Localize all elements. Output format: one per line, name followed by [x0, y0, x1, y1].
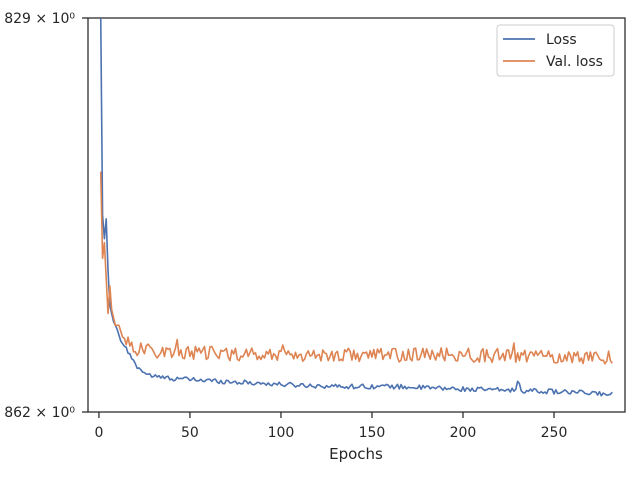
- legend: Loss Val. loss: [496, 24, 615, 77]
- x-axis-label: Epochs: [329, 445, 383, 463]
- x-tick-label: 200: [450, 425, 477, 441]
- x-tick-label: 150: [359, 425, 386, 441]
- y-tick-label: 829 × 10⁰: [4, 11, 75, 27]
- plot-area: [87, 17, 626, 413]
- series-line-val-loss: [99, 171, 613, 365]
- x-tick-label: 250: [541, 425, 568, 441]
- series-layer: [99, 17, 613, 397]
- legend-label: Loss: [546, 32, 577, 48]
- x-tick-label: 100: [268, 425, 295, 441]
- legend-box: [496, 24, 615, 77]
- x-tick-label: 0: [94, 425, 103, 441]
- series-line-loss: [99, 17, 613, 397]
- y-tick-label: 862 × 10⁰: [4, 405, 75, 421]
- x-tick-label: 50: [181, 425, 199, 441]
- y-axis-ticks: 829 × 10⁰ 862 × 10⁰: [4, 11, 88, 421]
- legend-label: Val. loss: [546, 54, 603, 70]
- x-axis-ticks: 0 50 100 150 200 250: [94, 412, 567, 441]
